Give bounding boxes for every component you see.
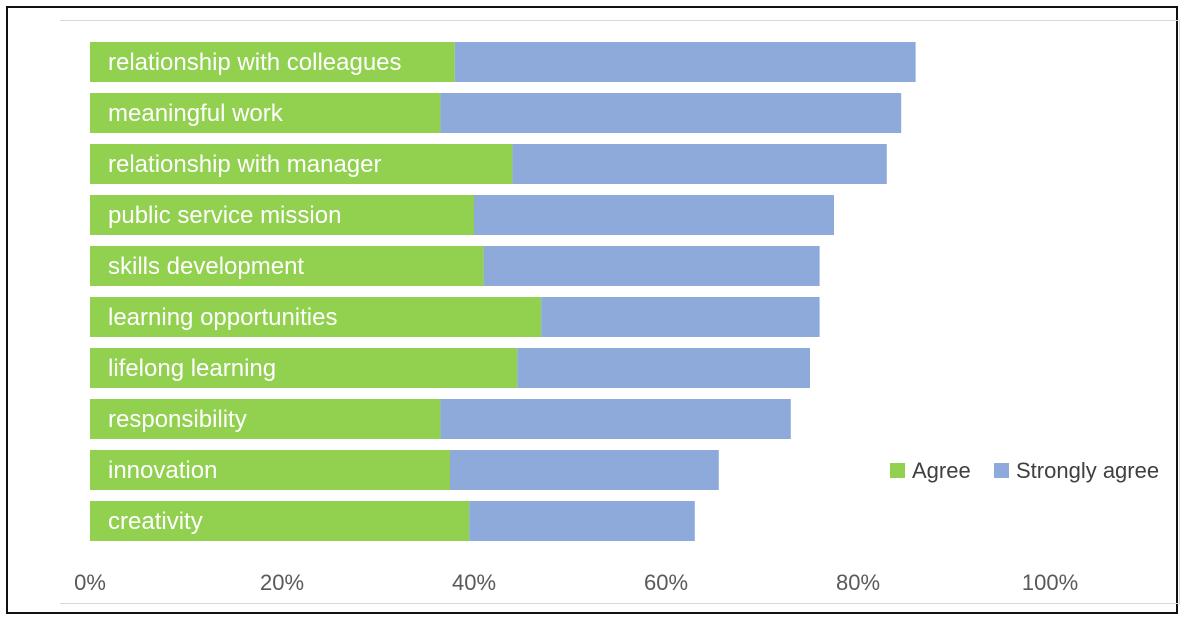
legend-swatch-strongly-agree [994,463,1009,478]
bar-agree-relationship-with-colleagues [90,42,455,82]
bar-agree-meaningful-work [90,93,441,133]
x-tick-label: 100% [1022,570,1078,595]
category-label: skills development [108,253,304,280]
x-tick-label: 40% [452,570,496,595]
bar-agree-innovation [90,450,450,490]
bar-strongly-agree-innovation [450,450,719,490]
bar-strongly-agree-relationship-with-manager [512,144,887,184]
legend-label-agree: Agree [912,458,971,483]
bar-strongly-agree-skills-development [483,246,820,286]
bar-strongly-agree-responsibility [440,399,791,439]
x-tick-label: 80% [836,570,880,595]
bar-agree-responsibility [90,399,441,439]
bar-agree-public-service-mission [90,195,474,235]
category-label: innovation [108,457,217,484]
bar-agree-relationship-with-manager [90,144,513,184]
bar-strongly-agree-learning-opportunities [541,297,820,337]
bars-group: relationship with colleagues meaningful w… [90,42,916,541]
category-label: responsibility [108,406,247,433]
bar-strongly-agree-creativity [469,501,695,541]
category-label: relationship with colleagues [108,49,402,76]
category-label: creativity [108,508,203,535]
legend: Agree Strongly agree [890,458,1159,483]
bar-agree-lifelong-learning [90,348,518,388]
legend-swatch-agree [890,463,905,478]
bar-agree-creativity [90,501,470,541]
bar-strongly-agree-meaningful-work [440,93,902,133]
bar-strongly-agree-public-service-mission [474,195,834,235]
bar-agree-learning-opportunities [90,297,542,337]
category-label: relationship with manager [108,151,381,178]
x-tick-label: 20% [260,570,304,595]
bar-strongly-agree-lifelong-learning [517,348,810,388]
bar-strongly-agree-relationship-with-colleagues [454,42,916,82]
bar-agree-skills-development [90,246,484,286]
category-label: public service mission [108,202,341,229]
category-label: lifelong learning [108,355,276,382]
category-label: learning opportunities [108,304,338,331]
x-tick-label: 0% [74,570,106,595]
x-axis-ticks: 0% 20% 40% 60% 80% 100% [74,570,1078,595]
plot-area-border [60,20,1180,604]
legend-label-strongly-agree: Strongly agree [1016,458,1159,483]
category-label: meaningful work [108,100,284,127]
x-tick-label: 60% [644,570,688,595]
